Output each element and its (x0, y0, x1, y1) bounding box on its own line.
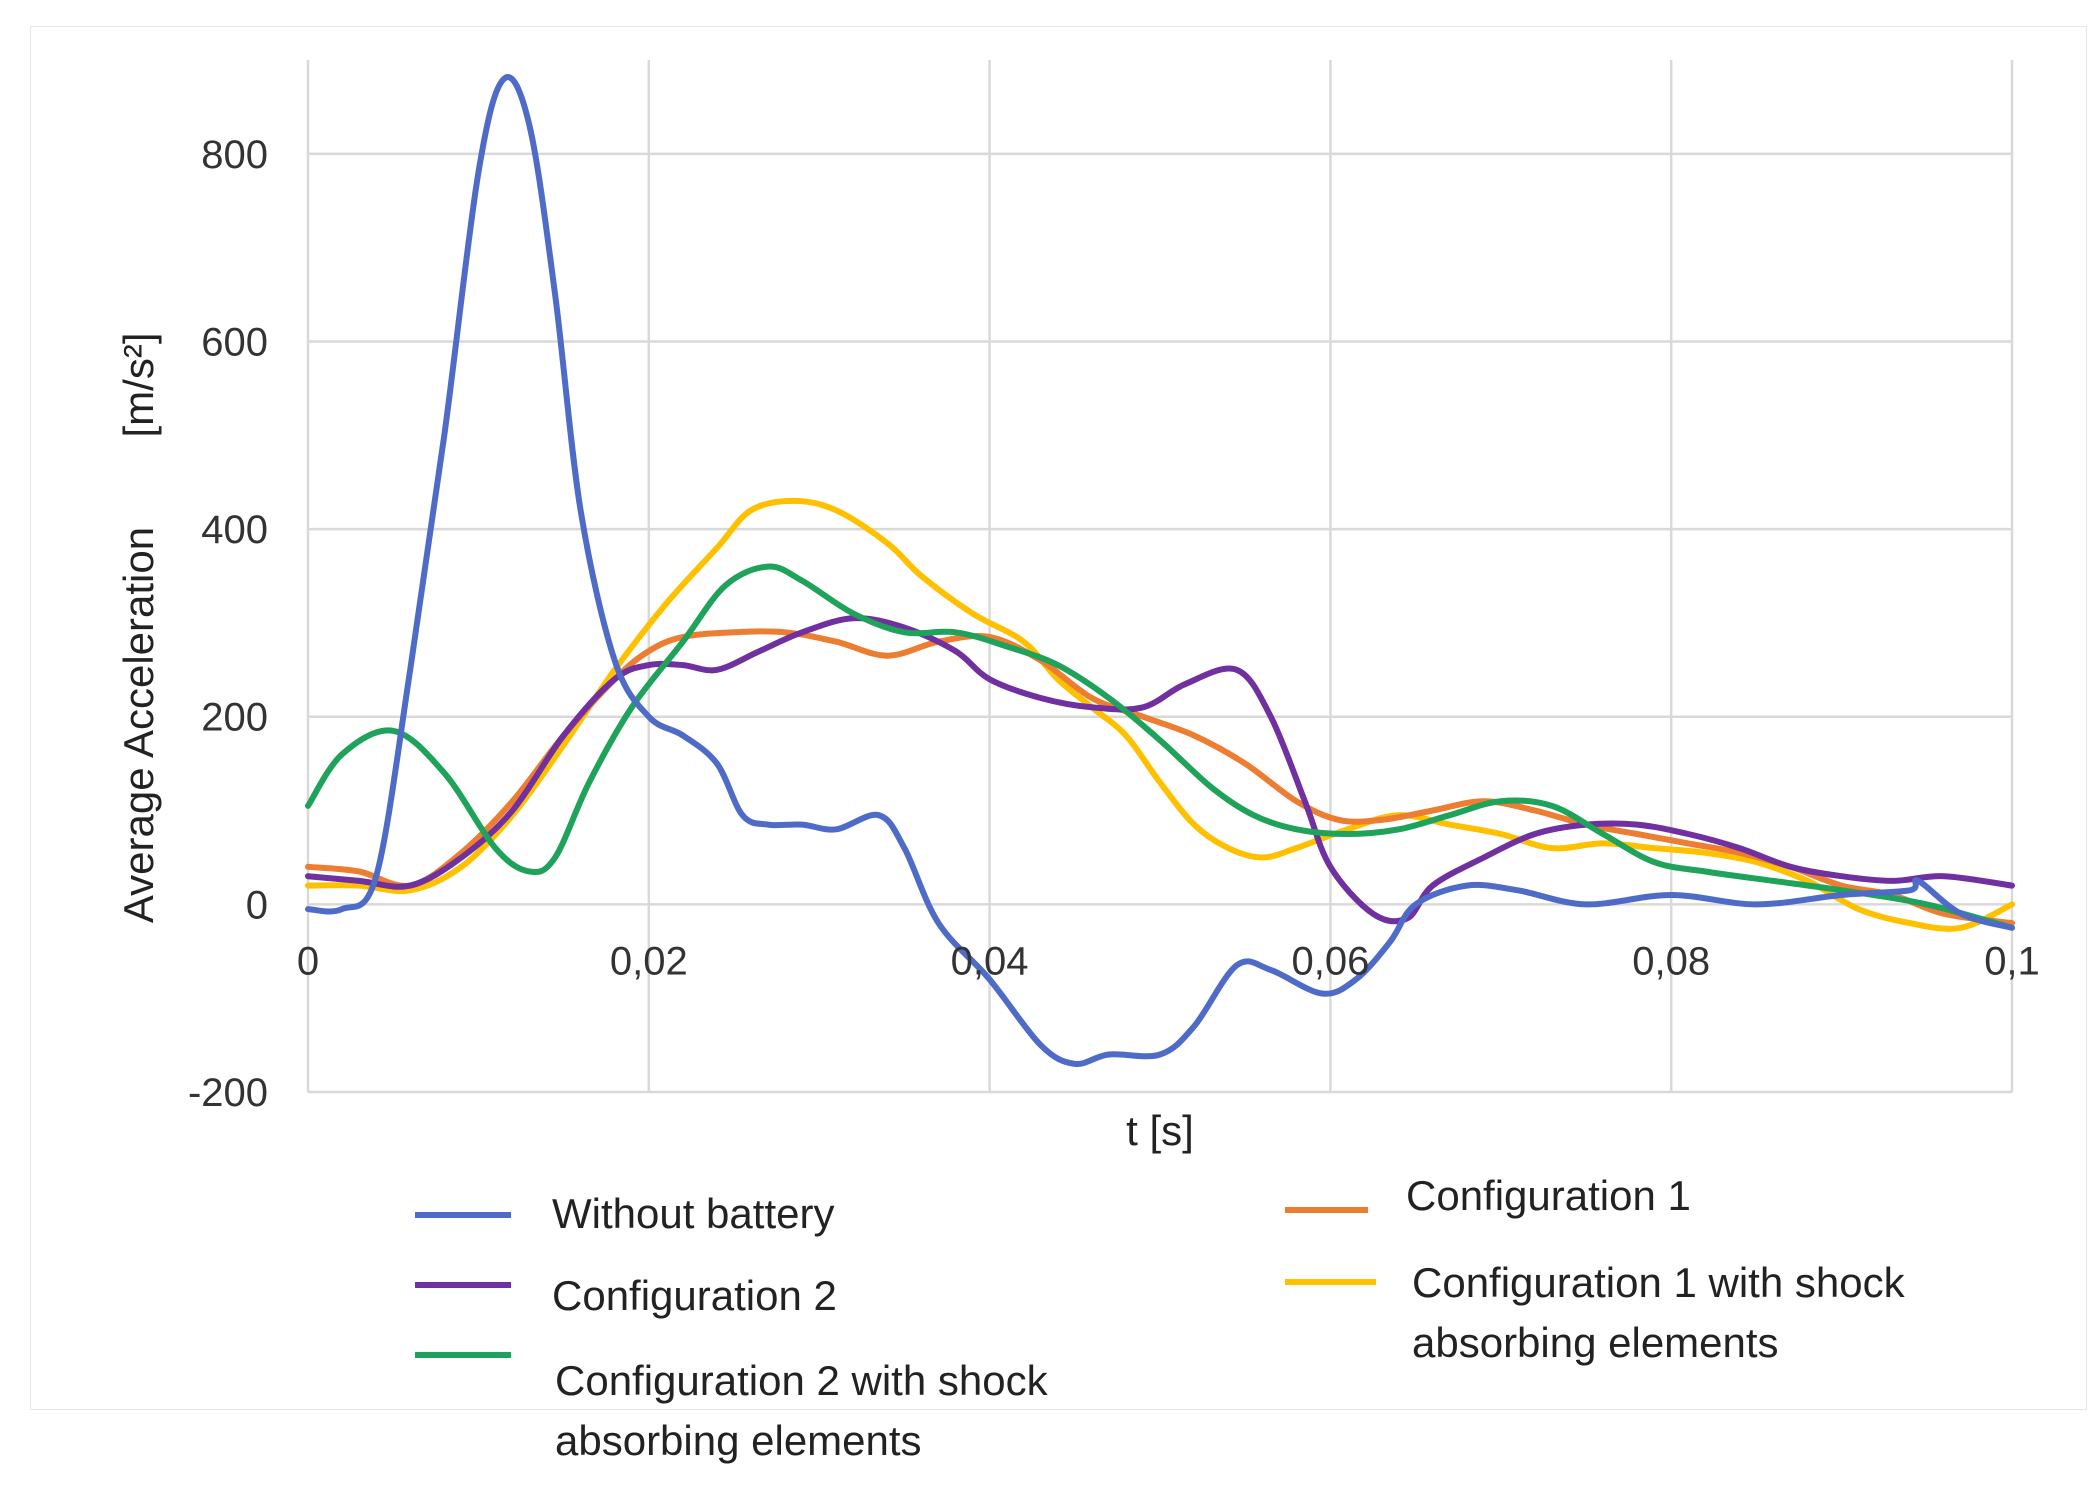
y-tick-label: 400 (201, 508, 268, 552)
x-tick-label: 0,04 (951, 939, 1029, 983)
y-tick-label: 800 (201, 133, 268, 177)
y-tick-label: 600 (201, 320, 268, 364)
legend-label-line: absorbing elements (1412, 1319, 1779, 1366)
series-line-5 (305, 497, 2015, 932)
legend-label-line: Configuration 1 with shock (1412, 1259, 1906, 1306)
legend-label: Without battery (552, 1190, 834, 1237)
x-tick-label: 0,08 (1632, 939, 1710, 983)
y-tick-label: 0 (246, 883, 268, 927)
x-tick-label: 0,02 (610, 939, 688, 983)
y-tick-label: -200 (188, 1071, 268, 1115)
series-line-1 (305, 74, 2015, 1067)
chart-frame (30, 26, 2087, 1410)
series-lines (305, 74, 2015, 1067)
x-tick-label: 0 (297, 939, 319, 983)
legend-label: Configuration 2 with shock absorbing elem… (555, 1357, 1049, 1464)
y-tick-label: 200 (201, 696, 268, 740)
legend-label: Configuration 1 with shock absorbing elem… (1412, 1259, 1906, 1366)
series-line-3 (305, 563, 2015, 931)
x-tick-label: 0,06 (1291, 939, 1369, 983)
series-line-2 (305, 615, 2015, 925)
y-axis-unit: [m/s²] (115, 333, 162, 438)
legend-label-line: absorbing elements (555, 1417, 922, 1464)
legend: Without battery Configuration 2 Configurat… (415, 1172, 1906, 1464)
legend-label-line: Configuration 2 with shock (555, 1357, 1049, 1404)
gridlines (306, 60, 2014, 1094)
legend-label: Configuration 2 (552, 1272, 837, 1319)
tick-labels: -200 0 200 400 600 800 0 0,02 0,04 0,06 0,08 0,1 (188, 133, 2040, 1115)
y-axis-title: Average Acceleration (115, 527, 162, 923)
x-tick-label: 0,1 (1984, 939, 2040, 983)
x-axis-title: t [s] (1126, 1107, 1194, 1154)
legend-label: Configuration 1 (1406, 1172, 1691, 1219)
